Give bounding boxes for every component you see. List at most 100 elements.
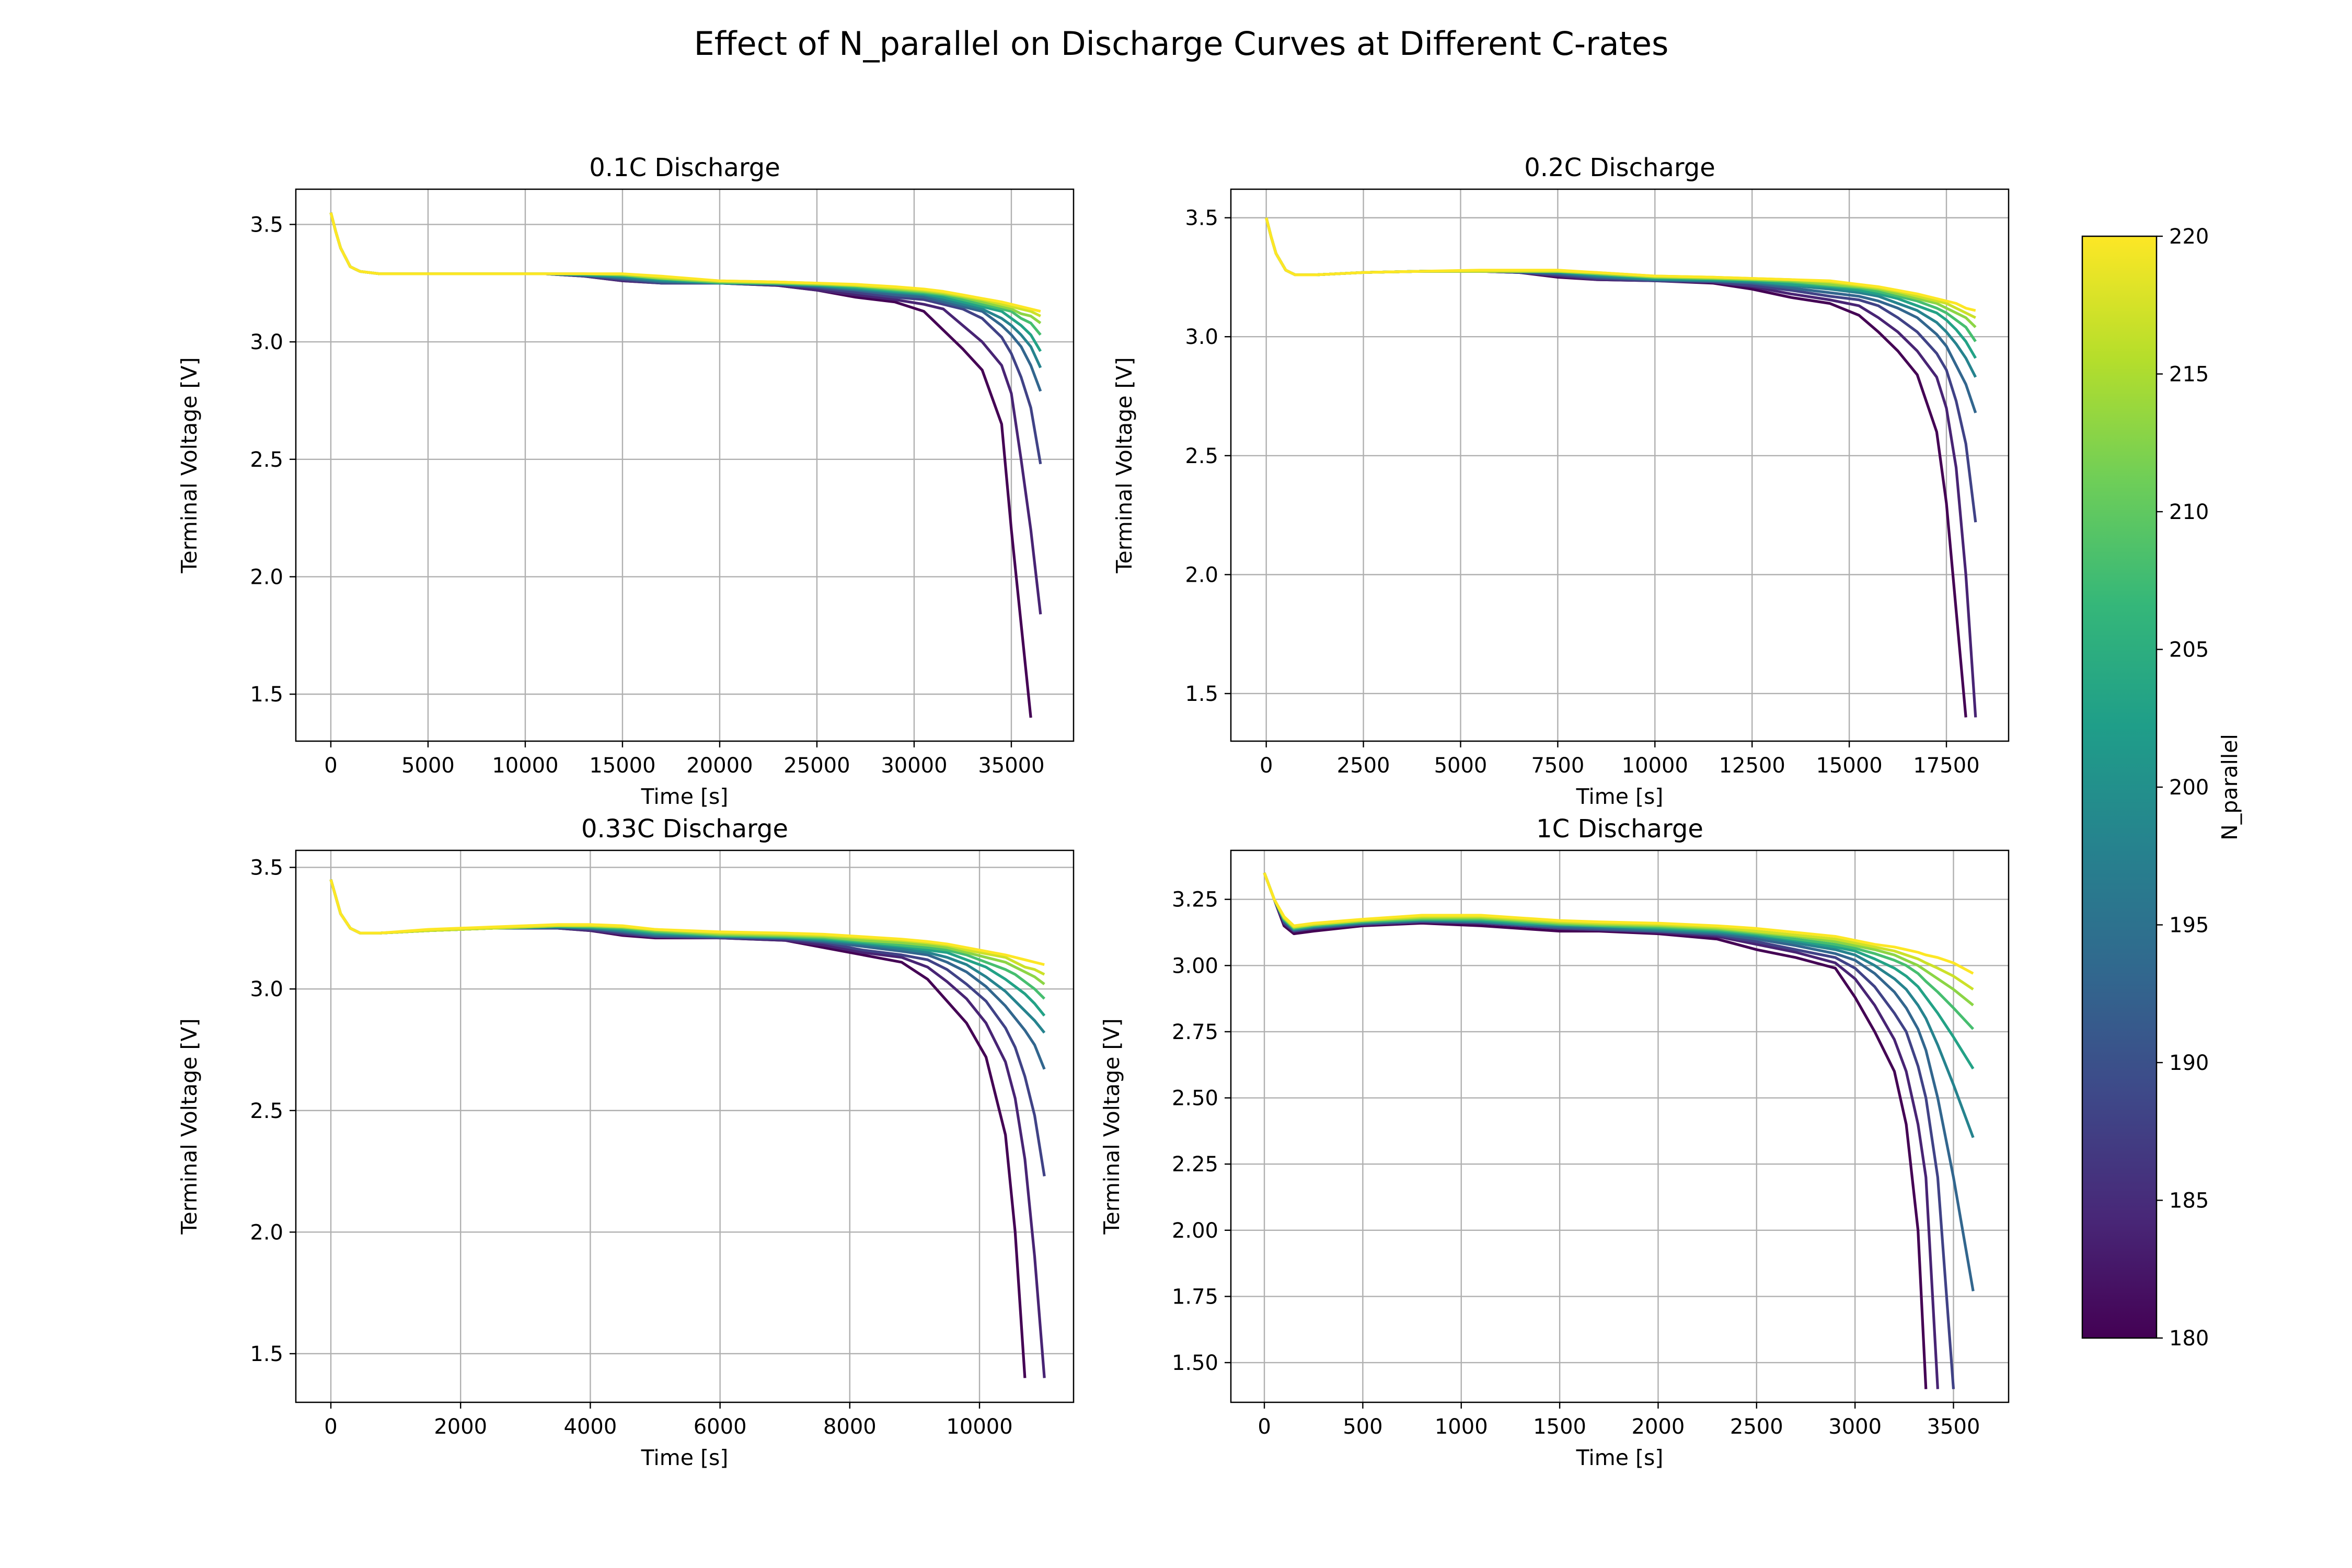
y-axis-label: Terminal Voltage [V] (177, 357, 202, 573)
y-tick-label: 2.50 (1172, 1087, 1218, 1111)
y-tick-label: 3.5 (250, 856, 283, 880)
colorbar-tick-label: 205 (2169, 638, 2209, 662)
x-tick-label: 20000 (686, 754, 753, 778)
x-tick-label: 15000 (1816, 754, 1882, 778)
y-tick-label: 3.25 (1172, 888, 1218, 912)
x-tick-label: 10000 (492, 754, 558, 778)
colorbar-tick-label: 220 (2169, 225, 2209, 249)
x-axis-label: Time [s] (1576, 784, 1664, 809)
x-tick-label: 30000 (881, 754, 947, 778)
series-line-220 (329, 212, 1041, 313)
axes-frame (295, 188, 1075, 742)
y-tick-label: 3.5 (1185, 206, 1218, 230)
x-tick-label: 17500 (1913, 754, 1979, 778)
x-tick-label: 4000 (564, 1415, 617, 1439)
y-tick-label: 1.50 (1172, 1351, 1218, 1375)
subplot-title: 1C Discharge (1536, 814, 1703, 844)
y-axis-label: Terminal Voltage [V] (1112, 357, 1137, 573)
x-tick-label: 3500 (1927, 1415, 1980, 1439)
y-tick-label: 3.0 (1185, 325, 1218, 349)
y-tick-label: 3.5 (250, 213, 283, 237)
y-tick-label: 2.0 (250, 565, 283, 589)
colorbar-tick-label: 185 (2169, 1189, 2209, 1213)
x-tick-label: 0 (324, 1415, 337, 1439)
y-tick-label: 2.0 (1185, 563, 1218, 587)
x-axis-label: Time [s] (1576, 1445, 1664, 1470)
y-tick-label: 2.75 (1172, 1020, 1218, 1044)
x-tick-label: 10000 (946, 1415, 1012, 1439)
x-tick-label: 5000 (1434, 754, 1488, 778)
x-tick-label: 15000 (589, 754, 655, 778)
x-tick-label: 2500 (1337, 754, 1390, 778)
series-line-220 (1265, 217, 1976, 312)
y-tick-label: 2.5 (250, 1099, 283, 1123)
series-lines (329, 212, 1042, 718)
colorbar-tick-label: 215 (2169, 363, 2209, 387)
y-tick-label: 1.5 (250, 1342, 283, 1366)
grid (296, 850, 1074, 1402)
x-tick-label: 3000 (1828, 1415, 1882, 1439)
grid (1231, 189, 2009, 741)
x-axis-label: Time [s] (641, 1445, 729, 1470)
y-tick-label: 1.5 (250, 683, 283, 707)
x-tick-label: 6000 (694, 1415, 747, 1439)
colorbar-tick-label: 180 (2169, 1327, 2209, 1351)
y-tick-label: 2.00 (1172, 1219, 1218, 1243)
subplot-4: 0 500 1000 1500 2000 2500 3000 3500 1.50 1.75 2.00… (1099, 814, 2010, 1470)
x-tick-label: 1500 (1533, 1415, 1586, 1439)
x-tick-label: 2500 (1730, 1415, 1783, 1439)
series-line-220 (329, 879, 1045, 966)
y-tick-label: 2.5 (250, 448, 283, 472)
colorbar-tick-label: 195 (2169, 914, 2209, 938)
colorbar-tick-label: 190 (2169, 1051, 2209, 1075)
series-lines (1265, 217, 1977, 718)
axes-frame (1230, 188, 2010, 742)
y-tick-label: 2.25 (1172, 1152, 1218, 1177)
subplot-title: 0.1C Discharge (589, 153, 780, 182)
x-tick-label: 500 (1343, 1415, 1382, 1439)
y-tick-label: 3.0 (250, 330, 283, 354)
y-tick-label: 1.5 (1185, 682, 1218, 706)
series-line-220 (1263, 872, 1974, 975)
subplot-title: 0.2C Discharge (1524, 153, 1715, 182)
x-tick-label: 0 (1260, 754, 1273, 778)
y-tick-label: 1.75 (1172, 1285, 1218, 1309)
series-lines (329, 879, 1046, 1378)
colorbar-label: N_parallel (2217, 734, 2242, 840)
series-lines (1263, 872, 1975, 1389)
x-tick-label: 2000 (1632, 1415, 1685, 1439)
x-tick-label: 5000 (401, 754, 455, 778)
x-axis-label: Time [s] (641, 784, 729, 809)
y-tick-label: 3.0 (250, 977, 283, 1001)
colorbar-tick-label: 200 (2169, 776, 2209, 800)
x-tick-label: 1000 (1435, 1415, 1488, 1439)
x-tick-label: 35000 (978, 754, 1044, 778)
y-tick-label: 2.5 (1185, 444, 1218, 468)
axes-frame (1230, 849, 2010, 1403)
y-tick-label: 3.00 (1172, 954, 1218, 978)
x-tick-label: 25000 (783, 754, 850, 778)
x-tick-label: 0 (1258, 1415, 1271, 1439)
x-tick-label: 0 (324, 754, 337, 778)
colorbar-gradient (2081, 235, 2158, 1339)
subplot-title: 0.33C Discharge (581, 814, 788, 844)
y-tick-label: 2.0 (250, 1220, 283, 1244)
x-tick-label: 12500 (1719, 754, 1785, 778)
subplot-2: 0 2500 5000 7500 10000 12500 15000 17500 1.5 2.0 2… (1112, 153, 2010, 809)
x-tick-label: 8000 (823, 1415, 877, 1439)
subplot-1: 0 5000 10000 15000 20000 25000 30000 35000 1.5 2.… (177, 153, 1075, 809)
colorbar-tick-label: 210 (2169, 500, 2209, 524)
y-axis-label: Terminal Voltage [V] (177, 1018, 202, 1235)
x-tick-label: 10000 (1622, 754, 1688, 778)
x-tick-label: 7500 (1531, 754, 1584, 778)
x-tick-label: 2000 (434, 1415, 487, 1439)
subplot-grid: 0 5000 10000 15000 20000 25000 30000 350001.52.… (177, 153, 2010, 1470)
grid (296, 189, 1074, 741)
axes-frame (295, 849, 1075, 1403)
colorbar: 180 185 190 195 200 205 210 215 220 N_parallel (2081, 225, 2242, 1351)
colorbar-ticks: 180 185 190 195 200 205 210 215 220 (2157, 225, 2209, 1351)
y-axis-label: Terminal Voltage [V] (1099, 1018, 1124, 1235)
subplot-3: 0 2000 4000 6000 8000 10000 1.5 2.0 2.5 3.0 3.5 0.3… (177, 814, 1075, 1470)
